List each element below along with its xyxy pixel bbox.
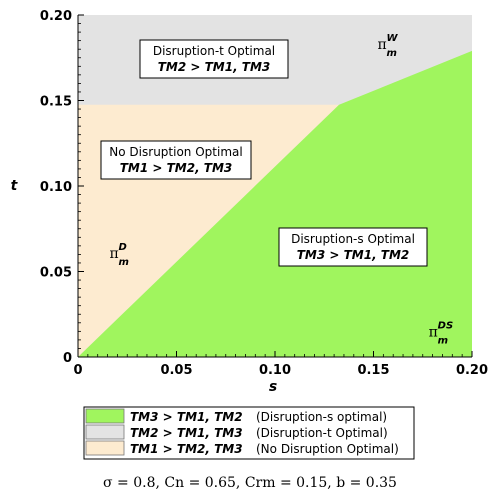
pi-subscript: m	[386, 48, 396, 59]
x-tick-label: 0.20	[456, 363, 488, 378]
y-tick-label: 0.15	[40, 95, 72, 110]
region-relation: TM1 > TM2, TM3	[120, 161, 233, 175]
x-tick-label: 0.15	[357, 363, 389, 378]
pi-subscript: m	[119, 257, 129, 268]
region-relation: TM2 > TM1, TM3	[158, 60, 271, 74]
region-relation: TM3 > TM1, TM2	[297, 248, 410, 262]
legend-description: (No Disruption Optimal)	[256, 442, 399, 456]
region-label-nd: No Disruption Optimal TM1 > TM2, TM3	[100, 140, 252, 180]
legend-frame	[83, 406, 415, 460]
y-tick-label: 0.10	[40, 180, 72, 195]
legend-relation: TM2 > TM1, TM3	[130, 426, 243, 440]
region-label-box	[139, 39, 289, 79]
legend-relation: TM1 > TM2, TM3	[130, 442, 243, 456]
pi-superscript: D	[119, 242, 127, 253]
region-label-box	[100, 140, 252, 180]
region-label-box	[278, 227, 428, 267]
ticks-layer: 0 0.05 0.10 0.15 0.20 0 0.05 0.10 0.15 0.20	[40, 9, 488, 378]
legend-relation: TM3 > TM1, TM2	[130, 410, 243, 424]
x-tick-label: 0.05	[160, 363, 192, 378]
region-disruption-s	[78, 50, 472, 357]
region-title: Disruption-s Optimal	[291, 232, 415, 246]
pi-symbol: π	[429, 324, 438, 340]
legend-swatch	[85, 408, 125, 424]
pi-superscript: DS	[438, 320, 454, 331]
y-axis-label: t	[11, 178, 19, 194]
region-label-dt: Disruption-t Optimal TM2 > TM1, TM3	[139, 39, 289, 79]
legend-description: (Disruption-t Optimal)	[256, 426, 388, 440]
legend-item: TM2 > TM1, TM3 (Disruption-t Optimal)	[85, 424, 388, 440]
y-tick-label: 0.05	[40, 266, 72, 281]
legend-item: TM3 > TM1, TM2 (Disruption-s optimal)	[85, 408, 387, 424]
x-tick-label: 0	[73, 363, 82, 378]
x-axis-label: s	[269, 379, 277, 395]
pi-superscript: W	[386, 33, 398, 44]
x-tick-label: 0.10	[259, 363, 291, 378]
region-label-ds: Disruption-s Optimal TM3 > TM1, TM2	[278, 227, 428, 267]
pi-subscript: m	[438, 335, 448, 346]
y-tick-label: 0.20	[40, 9, 72, 24]
legend-swatch	[85, 424, 125, 440]
region-title: Disruption-t Optimal	[153, 44, 275, 58]
pi-label-d: πmD	[110, 242, 129, 268]
chart-caption: σ = 0.8, Cn = 0.65, Crm = 0.15, b = 0.35	[103, 475, 397, 491]
pi-symbol: π	[110, 246, 119, 262]
region-labels-layer: Disruption-t Optimal TM2 > TM1, TM3 No Dis…	[100, 39, 428, 267]
pi-symbol: π	[377, 37, 386, 53]
pi-label-ds: πm DS	[429, 320, 454, 346]
legend: TM3 > TM1, TM2 (Disruption-s optimal)TM2 …	[83, 406, 415, 460]
legend-description: (Disruption-s optimal)	[256, 410, 387, 424]
region-title: No Disruption Optimal	[109, 145, 242, 159]
pi-label-w: πmW	[377, 33, 398, 59]
legend-swatch	[85, 440, 125, 456]
y-tick-label: 0	[63, 351, 72, 366]
legend-item: TM1 > TM2, TM3 (No Disruption Optimal)	[85, 440, 399, 456]
